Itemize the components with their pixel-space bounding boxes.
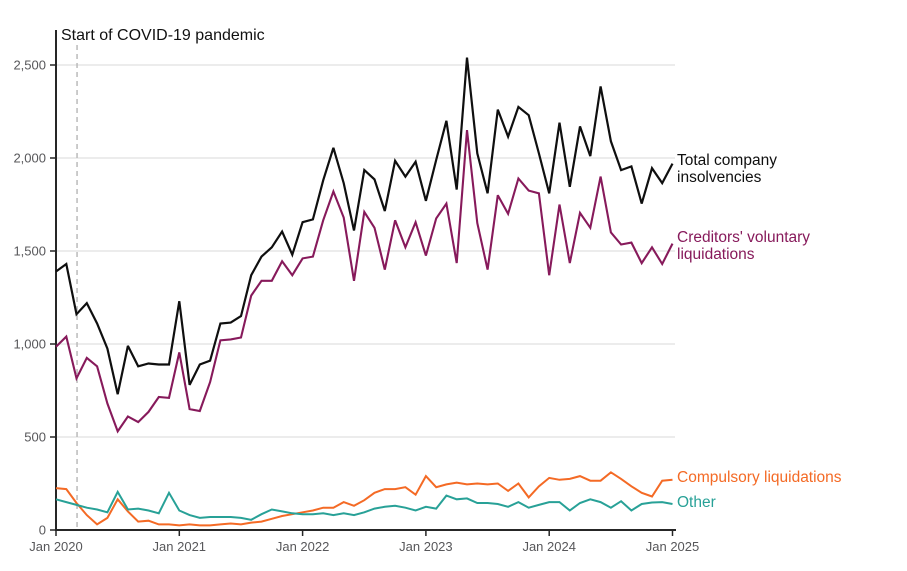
x-tick-label: Jan 2021 (153, 539, 207, 554)
x-tick-label: Jan 2023 (399, 539, 453, 554)
series-label-line: Creditors' voluntary (677, 229, 811, 246)
x-tick-label: Jan 2022 (276, 539, 330, 554)
series-label-total-company-insolvencies: Total company insolvencies (677, 152, 777, 186)
x-tick-label: Jan 2020 (29, 539, 83, 554)
line-total-company-insolvencies (55, 57, 674, 395)
y-tick-label: 1,000 (13, 337, 46, 352)
series-label-compulsory-liquidations: Compulsory liquidations (677, 469, 842, 486)
y-tick-label: 2,500 (13, 58, 46, 73)
series-label-line: Total company (677, 152, 777, 169)
x-tick-label: Jan 2024 (522, 539, 576, 554)
covid-annotation-label: Start of COVID-19 pandemic (61, 27, 265, 44)
y-tick-label: 1,500 (13, 244, 46, 259)
series-label-creditors-voluntary-liquidations: Creditors' voluntary liquidations (677, 229, 810, 263)
series-label-other: Other (677, 494, 716, 511)
x-tick-label: Jan 2025 (646, 539, 700, 554)
line-other (55, 489, 673, 521)
series-label-line: insolvencies (677, 169, 762, 186)
line-compulsory-liquidations (55, 471, 673, 527)
y-tick-label: 500 (24, 430, 46, 445)
line-creditors-voluntary-liquidations (55, 129, 674, 434)
series-label-line: Other (677, 494, 716, 511)
y-tick-label: 2,000 (13, 151, 46, 166)
series-label-line: liquidations (677, 246, 755, 263)
y-tick-label: 0 (39, 523, 46, 538)
series-label-line: Compulsory liquidations (677, 469, 842, 486)
